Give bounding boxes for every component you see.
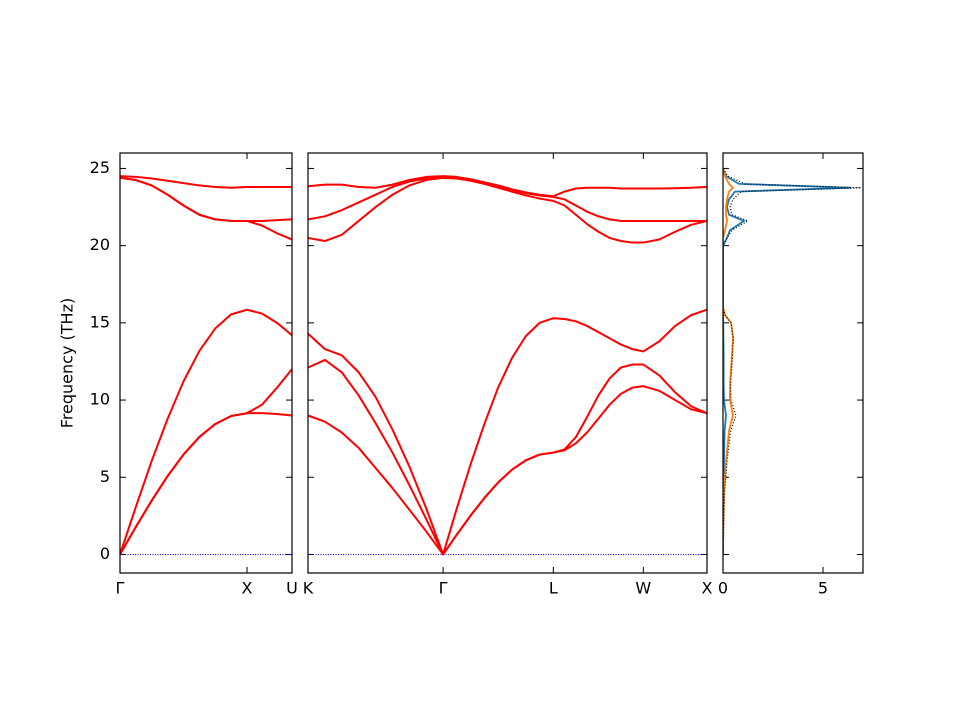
plot-frame [722, 152, 864, 574]
y-tick-label: 15 [90, 312, 110, 331]
x-tick-label: 5 [818, 579, 828, 598]
dos-line [723, 168, 862, 555]
y-tick-label: 10 [90, 390, 110, 409]
x-tick-label: 0 [718, 579, 728, 598]
x-tick-label: Γ [439, 579, 448, 598]
y-tick-label: 5 [100, 467, 110, 486]
band-line [308, 176, 707, 244]
band-line [120, 175, 292, 189]
x-tick-label: X [242, 579, 253, 598]
plot-frame [119, 152, 293, 574]
plot-frame [307, 152, 708, 574]
x-tick-label: L [549, 579, 558, 598]
band-line [308, 358, 707, 556]
y-tick-label: 0 [100, 544, 110, 563]
y-tick-label: 25 [90, 158, 110, 177]
band-line [120, 412, 292, 555]
y-axis-label: Frequency (THz) [58, 298, 77, 428]
band-line [120, 176, 292, 241]
band-line [308, 175, 707, 198]
y-tick-label: 20 [90, 235, 110, 254]
x-tick-label: U [286, 579, 298, 598]
band-line [308, 308, 707, 556]
x-tick-label: K [303, 579, 314, 598]
dos-line [723, 168, 852, 555]
dos-line [723, 168, 735, 555]
x-tick-label: X [702, 579, 713, 598]
band-line [120, 368, 292, 555]
band-line [120, 308, 292, 555]
x-tick-label: W [635, 579, 651, 598]
x-tick-label: Γ [116, 579, 125, 598]
